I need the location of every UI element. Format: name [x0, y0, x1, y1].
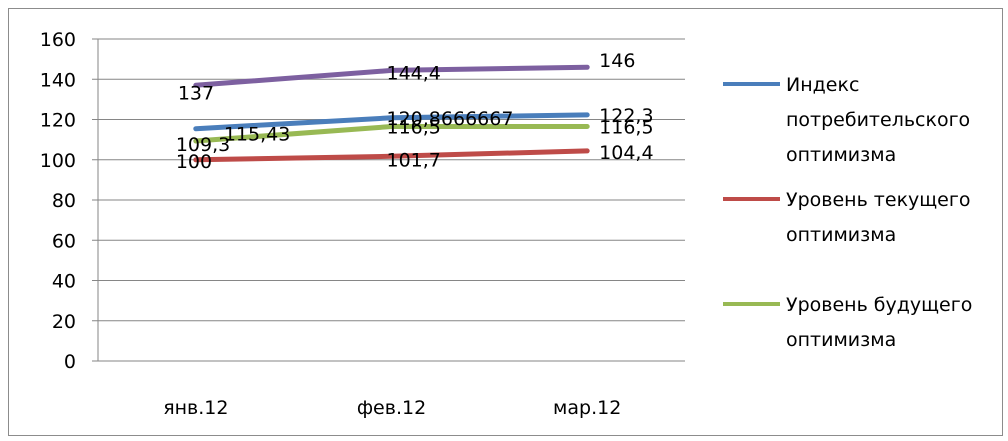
- data-label: 109,3: [176, 134, 230, 156]
- legend-label: Уровень текущего: [786, 189, 970, 211]
- data-label: 104,4: [599, 142, 653, 164]
- x-tick-label: янв.12: [163, 397, 228, 419]
- y-tick-label: 160: [40, 29, 76, 51]
- y-tick-label: 120: [40, 110, 76, 132]
- series-line-2: [193, 148, 590, 163]
- data-label: 115,43: [224, 124, 290, 146]
- y-tick-label: 20: [52, 311, 76, 333]
- legend-label: Индекс: [786, 74, 859, 96]
- y-tick-label: 80: [52, 190, 76, 212]
- axes: 0 20 40 60 80 100 120 140 160 янв.12 фев.12 мар.12: [40, 29, 685, 419]
- data-label: 122,3: [599, 105, 653, 127]
- legend-label: оптимизма: [786, 144, 896, 166]
- data-label: 137: [178, 82, 214, 104]
- series-line-3: [193, 124, 590, 144]
- data-label: 116,5: [599, 117, 653, 139]
- y-tick-label: 140: [40, 69, 76, 91]
- x-tick-label: мар.12: [553, 397, 621, 419]
- series-lines: [193, 64, 590, 163]
- y-tick-label: 0: [64, 351, 76, 373]
- data-label: 146: [599, 50, 635, 72]
- series-line-1: [193, 112, 590, 132]
- y-tick-label: 40: [52, 271, 76, 293]
- legend-label: оптимизма: [786, 329, 896, 351]
- data-label: 116,5: [387, 117, 441, 139]
- legend-label: Уровень будущего: [786, 294, 972, 316]
- legend-label: потребительского: [786, 109, 970, 131]
- data-label: 100: [176, 151, 212, 173]
- series-line-4: [193, 64, 590, 88]
- x-tick-label: фев.12: [357, 397, 426, 419]
- data-label: 144,4: [387, 62, 441, 84]
- data-label: 120,8666667: [387, 108, 514, 130]
- legend-label: оптимизма: [786, 224, 896, 246]
- y-tick-label: 100: [40, 150, 76, 172]
- y-tick-label: 60: [52, 230, 76, 252]
- legend: Индекс потребительского оптимизма Уровень т…: [723, 74, 972, 351]
- data-label: 101,7: [387, 149, 441, 171]
- data-labels: 115,43 120,8666667 122,3 100 101,7 104,4 109,3…: [176, 50, 654, 173]
